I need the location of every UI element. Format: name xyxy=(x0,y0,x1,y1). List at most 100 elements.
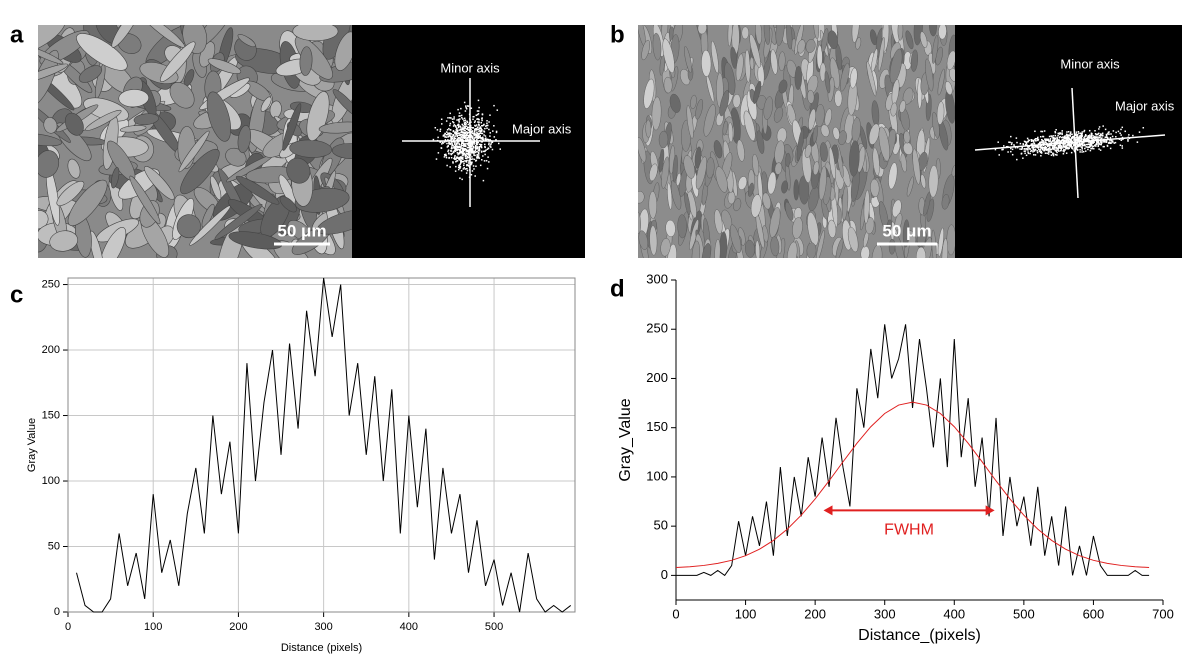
fft-dot xyxy=(1076,135,1079,137)
fft-dot xyxy=(1066,143,1068,146)
fft-dot xyxy=(460,146,462,149)
fft-dot xyxy=(458,121,460,123)
fft-dot xyxy=(460,131,462,133)
fft-dot xyxy=(1089,134,1091,136)
fft-dot xyxy=(458,134,460,136)
fft-dot xyxy=(1029,148,1031,150)
platelet xyxy=(133,113,159,126)
fft-dot xyxy=(454,146,457,149)
fft-dot xyxy=(476,131,478,133)
fft-dot xyxy=(1044,152,1047,154)
fft-dot xyxy=(1061,133,1063,136)
fft-dot xyxy=(467,162,470,164)
fft-dot xyxy=(453,124,456,126)
fft-dot xyxy=(1060,144,1062,147)
fft-dot xyxy=(1032,143,1034,145)
fft-dot xyxy=(1113,142,1116,144)
fft-dot xyxy=(1016,141,1018,144)
platelet xyxy=(677,214,687,239)
fft-dot xyxy=(1047,150,1049,152)
platelet xyxy=(931,229,937,258)
fft-dot xyxy=(1056,147,1058,150)
fft-dot xyxy=(1026,137,1029,140)
fft-dot xyxy=(1105,133,1108,136)
fft-dot xyxy=(454,148,457,150)
fft-dot xyxy=(1074,134,1077,136)
fft-dot xyxy=(477,128,480,130)
fft-dot xyxy=(998,154,1000,156)
y-tick-label: 150 xyxy=(42,409,60,421)
fft-dot xyxy=(452,134,454,136)
fft-dot xyxy=(479,135,481,137)
fft-dot xyxy=(474,175,476,177)
fft-dot xyxy=(1028,139,1030,142)
fft-dot xyxy=(457,123,460,126)
platelet xyxy=(660,238,671,257)
fft-dot xyxy=(465,154,467,157)
fft-dot xyxy=(453,138,455,140)
platelet xyxy=(840,62,850,92)
fft-dot xyxy=(1056,154,1058,156)
fft-dot xyxy=(466,105,469,107)
fft-dot xyxy=(477,99,480,102)
fft-dot xyxy=(479,129,481,132)
fft-dot xyxy=(474,129,476,132)
fft-dot xyxy=(1041,130,1044,133)
axis-annotation: Major axis xyxy=(512,121,572,136)
platelet xyxy=(932,111,940,139)
fft-dot xyxy=(1088,137,1091,139)
fft-dot xyxy=(467,105,470,107)
fft-dot xyxy=(478,149,481,151)
plot-frame xyxy=(67,277,576,613)
fft-dot xyxy=(1032,146,1035,149)
platelet xyxy=(786,241,798,258)
fft-dot xyxy=(467,146,470,149)
fft-dot xyxy=(478,130,480,132)
fft-dot xyxy=(459,157,461,160)
fft-dot xyxy=(458,132,461,134)
fft-dot xyxy=(468,154,470,156)
fft-dot xyxy=(1061,145,1063,148)
fft-dot xyxy=(456,134,458,136)
platelet xyxy=(667,182,673,210)
fft-dot xyxy=(1097,145,1099,148)
fft-dot xyxy=(1084,144,1086,147)
fft-dot xyxy=(1005,145,1008,148)
fft-dot xyxy=(1050,144,1053,146)
fft-dot xyxy=(1099,137,1101,139)
fft-dot xyxy=(1057,134,1059,137)
fft-dot xyxy=(476,157,478,159)
fft-dot xyxy=(1109,147,1112,150)
fft-dot xyxy=(1072,139,1075,141)
y-tick-label: 200 xyxy=(646,370,668,385)
fft-dot xyxy=(463,117,466,120)
platelet xyxy=(893,233,905,258)
platelet xyxy=(652,32,662,61)
fft-dot xyxy=(458,164,460,167)
fft-dot xyxy=(1033,142,1036,145)
fft-dot xyxy=(1052,139,1054,142)
fft-dot xyxy=(464,119,467,121)
fft-dot xyxy=(484,146,486,149)
platelet xyxy=(888,162,898,190)
fft-dot xyxy=(1100,143,1102,146)
platelet xyxy=(334,31,352,71)
platelet xyxy=(748,182,754,197)
platelet xyxy=(641,39,650,61)
fft-dot xyxy=(483,130,485,132)
platelet xyxy=(237,34,256,48)
fft-dot xyxy=(1100,142,1103,144)
platelet xyxy=(816,230,825,258)
fft-dot xyxy=(461,134,464,137)
fft-dot xyxy=(1062,147,1064,149)
fft-dot xyxy=(1062,152,1065,155)
fft-dot xyxy=(1066,134,1069,136)
fft-dot xyxy=(1092,140,1094,143)
fft-dot xyxy=(482,136,484,139)
fft-dot xyxy=(1108,131,1110,133)
fft-dot xyxy=(1056,151,1058,154)
fft-dot xyxy=(473,115,475,118)
fft-dot xyxy=(1030,150,1032,153)
fft-dot xyxy=(449,124,451,127)
fft-dot xyxy=(497,142,500,145)
